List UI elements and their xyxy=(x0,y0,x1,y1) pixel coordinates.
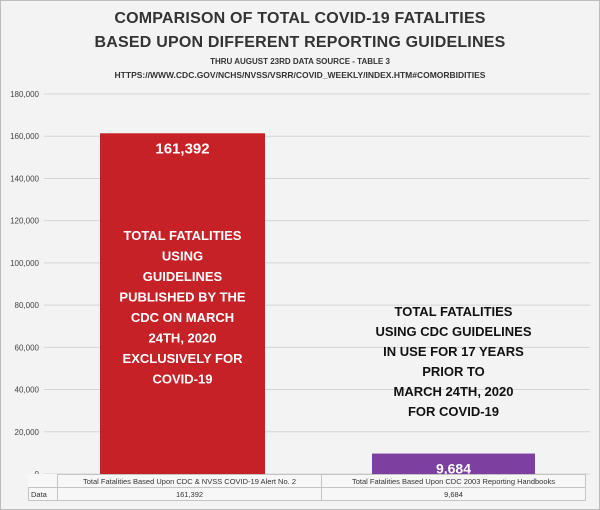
bar-value-label: 161,392 xyxy=(155,140,209,157)
chart-subtitle: THRU AUGUST 23RD DATA SOURCE - TABLE 3 xyxy=(210,57,390,66)
y-tick-label: 40,000 xyxy=(15,386,40,395)
data-table-category-2: Total Fatalities Based Upon CDC 2003 Rep… xyxy=(321,474,586,488)
annotation-line: EXCLUSIVELY FOR xyxy=(123,351,244,366)
annotation-line: USING xyxy=(162,249,203,264)
annotation-line: COVID-19 xyxy=(153,372,213,387)
y-tick-label: 80,000 xyxy=(15,301,40,310)
y-tick-label: 180,000 xyxy=(10,90,39,99)
annotation-line: 24TH, 2020 xyxy=(149,331,217,346)
annotation-line: MARCH 24TH, 2020 xyxy=(394,384,514,399)
data-table-corner xyxy=(28,474,58,488)
annotation-line: CDC ON MARCH xyxy=(131,310,234,325)
y-tick-label: 100,000 xyxy=(10,259,39,268)
y-tick-label: 120,000 xyxy=(10,217,39,226)
data-table-value-2: 9,684 xyxy=(321,487,586,501)
y-tick-label: 160,000 xyxy=(10,132,39,141)
annotation-line: PUBLISHED BY THE xyxy=(119,290,245,305)
bar xyxy=(372,453,535,474)
y-tick-label: 140,000 xyxy=(10,174,39,183)
annotation-line: TOTAL FATALITIES xyxy=(395,304,513,319)
bar xyxy=(100,133,265,474)
annotation-line: TOTAL FATALITIES xyxy=(124,228,242,243)
chart-title: COMPARISON OF TOTAL COVID-19 FATALITIES xyxy=(114,10,486,27)
data-table-category-row: Total Fatalities Based Upon CDC & NVSS C… xyxy=(28,474,586,488)
data-table-category-1: Total Fatalities Based Upon CDC & NVSS C… xyxy=(57,474,322,488)
data-table-row-label: Data xyxy=(28,487,58,501)
chart-source: HTTPS://WWW.CDC.GOV/NCHS/NVSS/VSRR/COVID… xyxy=(114,70,486,80)
annotation-line: FOR COVID-19 xyxy=(408,404,499,419)
data-table: Total Fatalities Based Upon CDC & NVSS C… xyxy=(28,474,586,501)
chart-title-line-2: BASED UPON DIFFERENT REPORTING GUIDELINE… xyxy=(94,34,506,51)
annotation-line: PRIOR TO xyxy=(422,364,485,379)
y-tick-label: 20,000 xyxy=(15,428,40,437)
annotation-line: GUIDELINES xyxy=(143,269,223,284)
y-tick-label: 60,000 xyxy=(15,343,40,352)
data-table-value-row: Data 161,392 9,684 xyxy=(28,487,586,501)
data-table-value-1: 161,392 xyxy=(57,487,322,501)
bar-value-label: 9,684 xyxy=(436,461,471,477)
annotation-line: USING CDC GUIDELINES xyxy=(375,324,531,339)
annotation-line: IN USE FOR 17 YEARS xyxy=(383,344,524,359)
